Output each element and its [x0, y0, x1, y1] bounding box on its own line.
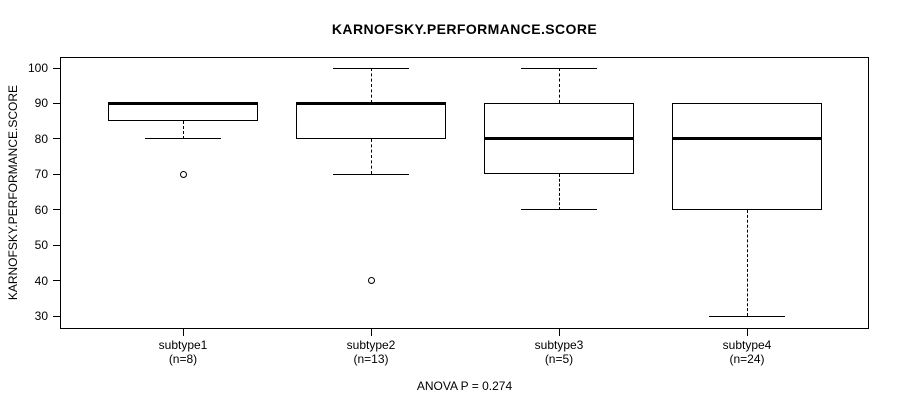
group-count-label: (n=24): [729, 352, 765, 366]
median-line: [108, 101, 258, 105]
group-name-label: subtype4: [722, 338, 772, 352]
group-name-label: subtype2: [346, 338, 396, 352]
y-axis-tick-label: 70: [34, 167, 48, 182]
x-axis-tick: [182, 329, 184, 336]
x-axis-tick: [558, 329, 560, 336]
y-axis-tick: [53, 244, 60, 246]
box-iqr: [108, 103, 258, 122]
lower-whisker-line: [746, 209, 748, 316]
anova-annotation: ANOVA P = 0.274: [416, 379, 513, 393]
x-axis-tick: [746, 329, 748, 336]
outlier-point: [367, 277, 375, 285]
group-count-label: (n=5): [544, 352, 574, 366]
lower-whisker-cap: [145, 138, 221, 140]
x-axis-group-label: subtype3 (n=5): [469, 338, 649, 366]
outlier-point: [179, 170, 187, 178]
median-line: [672, 137, 822, 141]
y-axis-tick: [53, 173, 60, 175]
group-name-label: subtype1: [158, 338, 208, 352]
group-count-label: (n=13): [353, 352, 389, 366]
y-axis-tick-label: 90: [34, 96, 48, 111]
y-axis-tick-label: 60: [34, 202, 48, 217]
y-axis-tick-label: 30: [34, 309, 48, 323]
upper-whisker-line: [558, 68, 560, 104]
median-line: [484, 137, 634, 141]
upper-whisker-cap: [333, 67, 409, 69]
x-axis-group-label: subtype1 (n=8): [93, 338, 273, 366]
lower-whisker-line: [558, 174, 560, 210]
y-axis-tick-label: 50: [34, 238, 48, 253]
y-axis-tick: [53, 315, 60, 317]
x-axis-group-label: subtype4 (n=24): [657, 338, 837, 366]
group-count-label: (n=8): [168, 352, 198, 366]
y-axis-tick-label: 80: [34, 131, 48, 146]
y-axis-tick: [53, 209, 60, 211]
y-axis-tick: [53, 138, 60, 140]
upper-whisker-line: [370, 68, 372, 104]
upper-whisker-cap: [521, 67, 597, 69]
lower-whisker-line: [370, 138, 372, 175]
box-iqr: [296, 103, 446, 139]
box-iqr: [672, 103, 822, 210]
lower-whisker-cap: [709, 315, 785, 317]
lower-whisker-line: [182, 121, 184, 139]
lower-whisker-cap: [333, 173, 409, 175]
chart-title: KARNOFSKY.PERFORMANCE.SCORE: [331, 21, 598, 37]
y-axis-tick: [53, 102, 60, 104]
y-axis-tick-label: 40: [34, 273, 48, 288]
y-axis-tick-label: 100: [27, 61, 48, 75]
lower-whisker-cap: [521, 209, 597, 211]
x-axis-group-label: subtype2 (n=13): [281, 338, 461, 366]
y-axis-tick: [53, 280, 60, 282]
median-line: [296, 101, 446, 105]
x-axis-tick: [370, 329, 372, 336]
group-name-label: subtype3: [534, 338, 584, 352]
y-axis-tick: [53, 67, 60, 69]
